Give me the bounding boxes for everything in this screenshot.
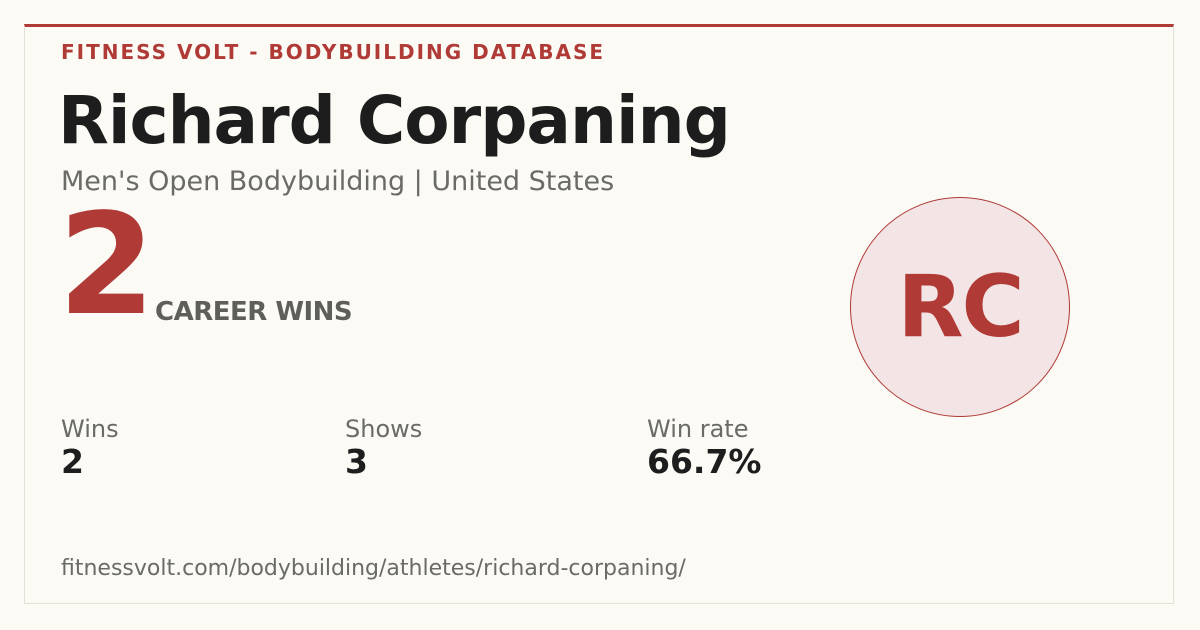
url: fitnessvolt.com/bodybuilding/athletes/ri… (61, 556, 686, 581)
brand: FITNESS VOLT - BODYBUILDING DATABASE (61, 40, 606, 64)
avatar-initials: RC (850, 197, 1070, 417)
card (24, 24, 1174, 604)
stat-value: 66.7% (647, 442, 762, 481)
athlete-name: Richard Corpaning (58, 82, 731, 159)
stat-label: Wins (61, 415, 119, 443)
subtitle: Men's Open Bodybuilding | United States (61, 166, 615, 197)
stat-value: 2 (61, 442, 84, 481)
stat-value: 3 (345, 442, 368, 481)
stat-label: Win rate (647, 415, 749, 443)
career-wins-label: CAREER WINS (155, 297, 353, 327)
career-wins-value: 2 (58, 184, 155, 347)
stat-label: Shows (345, 415, 423, 443)
